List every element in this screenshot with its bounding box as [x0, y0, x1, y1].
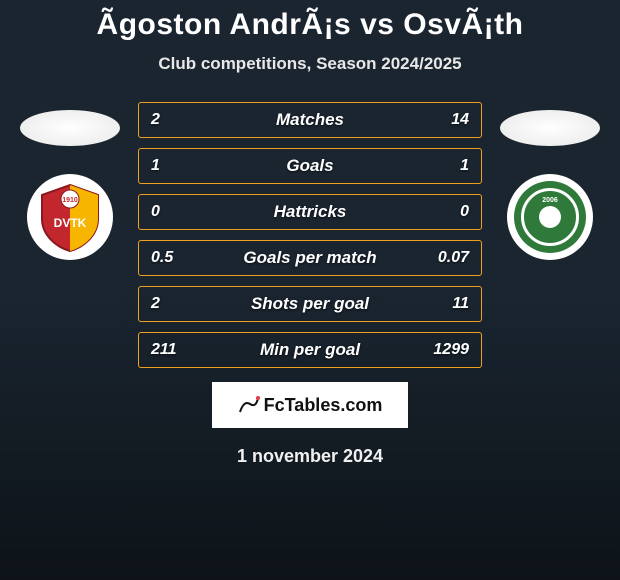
- stat-row: 2 Matches 14: [138, 102, 482, 138]
- shield-icon: 1910 DVTK: [34, 181, 106, 253]
- stat-left-value: 2: [151, 295, 160, 313]
- stat-left-value: 1: [151, 157, 160, 175]
- date-text: 1 november 2024: [237, 446, 383, 467]
- stat-right-value: 1299: [433, 341, 469, 359]
- stat-left-value: 0: [151, 203, 160, 221]
- stat-row: 0 Hattricks 0: [138, 194, 482, 230]
- stat-right-value: 0: [460, 203, 469, 221]
- stat-label: Hattricks: [139, 202, 481, 222]
- stat-row: 0.5 Goals per match 0.07: [138, 240, 482, 276]
- stat-label: Goals per match: [139, 248, 481, 268]
- player-silhouette-right: [500, 110, 600, 146]
- subhead: Club competitions, Season 2024/2025: [158, 54, 461, 74]
- brand-logo: FcTables.com: [238, 394, 383, 416]
- crest-text-left: DVTK: [54, 216, 87, 230]
- comparison-card: Ãgoston AndrÃ¡s vs OsvÃ¡th Club competit…: [0, 0, 620, 467]
- left-column: 1910 DVTK: [20, 102, 120, 260]
- chart-icon: [238, 394, 260, 416]
- stat-label: Shots per goal: [139, 294, 481, 314]
- team-crest-right: 2006: [507, 174, 593, 260]
- brand-text: FcTables.com: [264, 395, 383, 416]
- badge-icon: 2006: [514, 181, 586, 253]
- crest-year-left: 1910: [62, 197, 78, 204]
- middle-region: 1910 DVTK 2 Matches 14 1 Goals 1 0 Hattr…: [0, 102, 620, 368]
- stat-left-value: 211: [151, 341, 177, 359]
- right-column: 2006: [500, 102, 600, 260]
- brand-badge: FcTables.com: [212, 382, 408, 428]
- stat-right-value: 1: [460, 157, 469, 175]
- stat-label: Min per goal: [139, 340, 481, 360]
- stats-table: 2 Matches 14 1 Goals 1 0 Hattricks 0 0.5…: [138, 102, 482, 368]
- stat-label: Goals: [139, 156, 481, 176]
- stat-right-value: 0.07: [438, 249, 469, 267]
- stat-row: 211 Min per goal 1299: [138, 332, 482, 368]
- stat-label: Matches: [139, 110, 481, 130]
- stat-row: 2 Shots per goal 11: [138, 286, 482, 322]
- ball-icon: [539, 206, 561, 228]
- stat-left-value: 0.5: [151, 249, 173, 267]
- player-silhouette-left: [20, 110, 120, 146]
- stat-left-value: 2: [151, 111, 160, 129]
- stat-row: 1 Goals 1: [138, 148, 482, 184]
- team-crest-left: 1910 DVTK: [27, 174, 113, 260]
- stat-right-value: 11: [452, 295, 469, 313]
- stat-right-value: 14: [451, 111, 469, 129]
- headline: Ãgoston AndrÃ¡s vs OsvÃ¡th: [97, 8, 524, 42]
- crest-year-right: 2006: [542, 197, 558, 204]
